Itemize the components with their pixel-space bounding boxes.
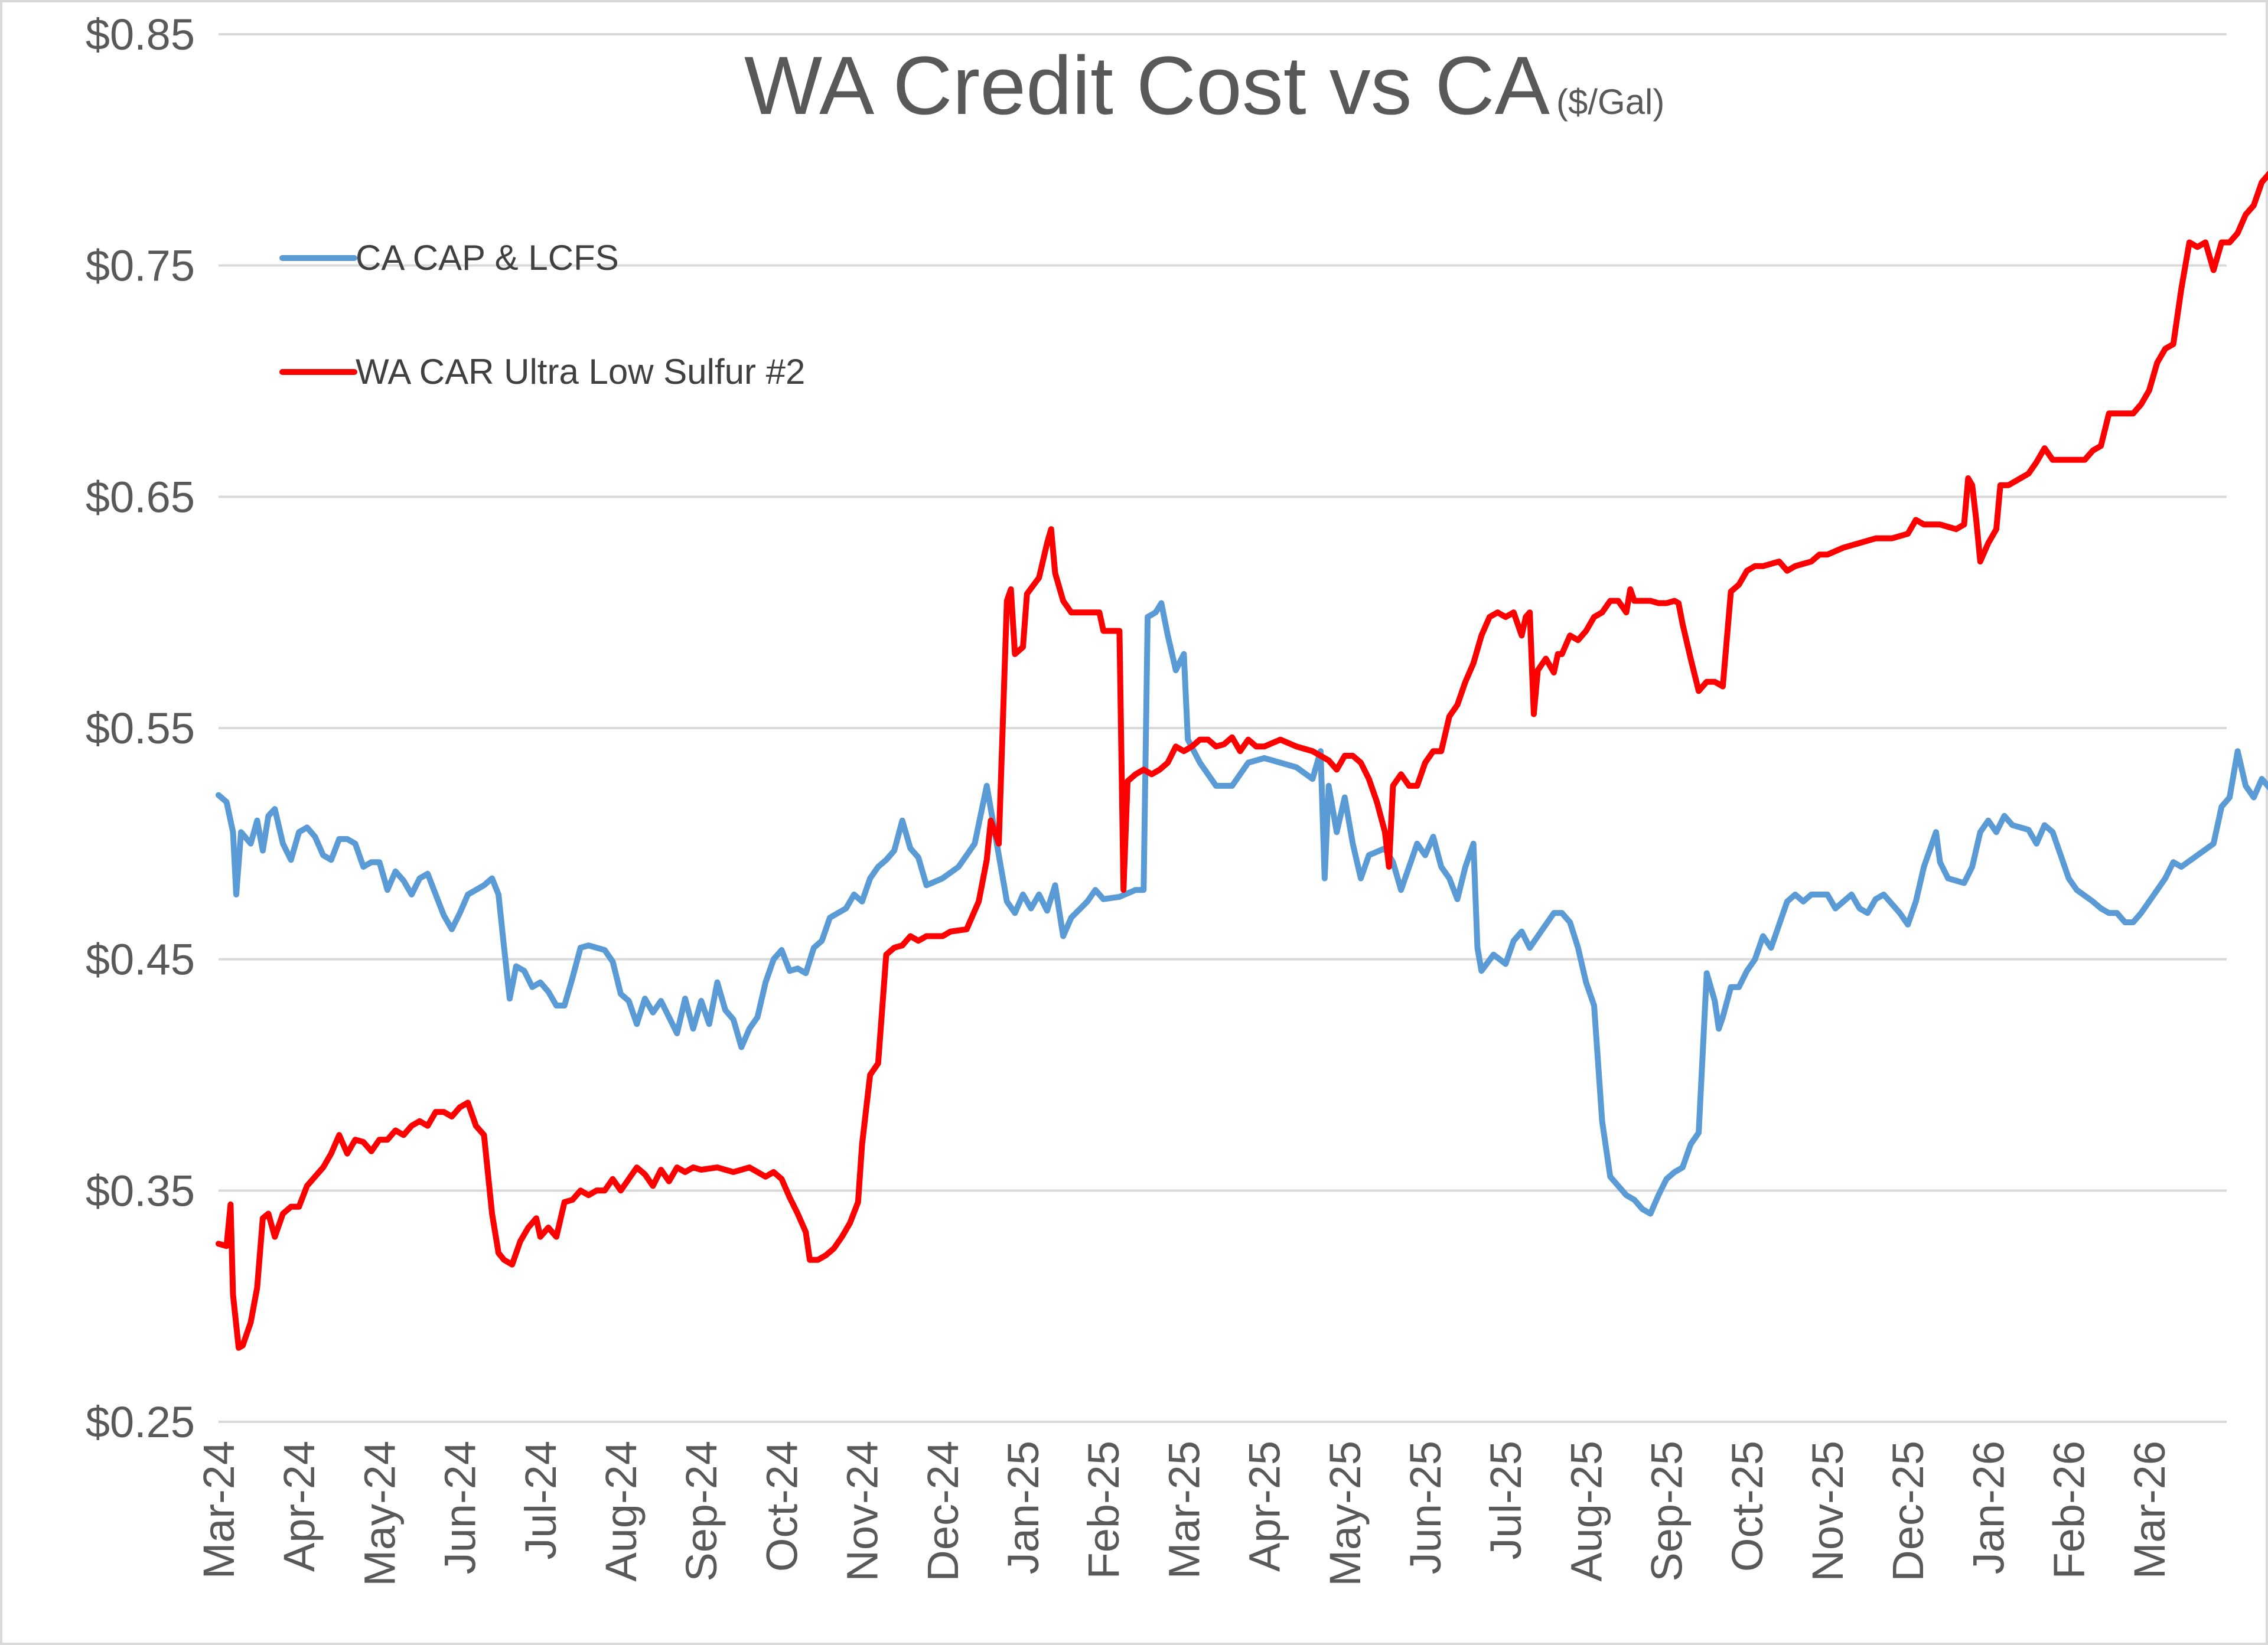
y-tick-label: $0.45: [86, 935, 195, 984]
x-tick-label: Mar-26: [2125, 1441, 2174, 1579]
x-tick-label: Apr-24: [275, 1441, 324, 1572]
x-tick-label: Jan-25: [999, 1441, 1048, 1574]
chart-title-unit: ($/Gal): [1556, 82, 1664, 122]
x-tick-label: Mar-24: [194, 1441, 243, 1579]
x-tick-label: Jun-24: [436, 1441, 485, 1574]
x-tick-label: Sep-25: [1643, 1441, 1692, 1582]
y-tick-label: $0.25: [86, 1398, 195, 1447]
x-tick-label: Aug-24: [597, 1441, 646, 1582]
x-tick-label: Feb-26: [2045, 1441, 2094, 1579]
x-tick-label: Dec-24: [918, 1441, 967, 1582]
y-tick-label: $0.55: [86, 704, 195, 753]
y-tick-label: $0.75: [86, 241, 195, 291]
x-tick-label: Nov-25: [1803, 1441, 1852, 1582]
x-tick-label: May-24: [355, 1441, 404, 1587]
legend-label-ca: CA CAP & LCFS: [356, 238, 619, 278]
series-layer: [216, 171, 2268, 1351]
y-tick-label: $0.35: [86, 1166, 195, 1215]
chart-title-text: WA Credit Cost vs CA: [744, 39, 1550, 132]
y-tick-label: $0.85: [86, 10, 195, 59]
x-tick-label: Jul-25: [1481, 1441, 1530, 1560]
x-tick-label: Nov-24: [838, 1441, 887, 1582]
x-axis-ticks: Mar-24 Apr-24 May-24 Jun-24 Jul-24 Aug-24 Sep-…: [194, 1441, 2174, 1587]
legend: CA CAP & LCFS WA CAR Ultra Low Sulfur #2: [279, 238, 805, 391]
x-tick-label: Sep-24: [677, 1441, 726, 1582]
y-tick-label: $0.65: [86, 472, 195, 521]
x-tick-label: Jun-25: [1401, 1441, 1450, 1574]
series-line-wa-car-ulsd: [216, 171, 2268, 1351]
x-tick-label: Aug-25: [1562, 1441, 1611, 1582]
x-tick-label: Jan-26: [1964, 1441, 2013, 1574]
y-axis-ticks: $0.25 $0.35 $0.45 $0.55 $0.65 $0.75 $0.85: [86, 10, 195, 1447]
legend-label-wa: WA CAR Ultra Low Sulfur #2: [356, 352, 805, 391]
x-tick-label: Oct-25: [1723, 1441, 1772, 1572]
x-tick-label: Feb-25: [1079, 1441, 1128, 1579]
gridlines: [219, 33, 2227, 1423]
x-tick-label: Apr-25: [1240, 1441, 1289, 1572]
series-line-ca-cap-lcfs: [216, 600, 2268, 1217]
x-tick-label: Dec-25: [1884, 1441, 1933, 1582]
chart-title: WA Credit Cost vs CA ($/Gal): [744, 39, 1664, 132]
x-tick-label: Oct-24: [757, 1441, 806, 1572]
x-tick-label: Mar-25: [1159, 1441, 1208, 1579]
x-tick-label: Jul-24: [516, 1441, 565, 1560]
x-tick-label: May-25: [1321, 1441, 1370, 1587]
